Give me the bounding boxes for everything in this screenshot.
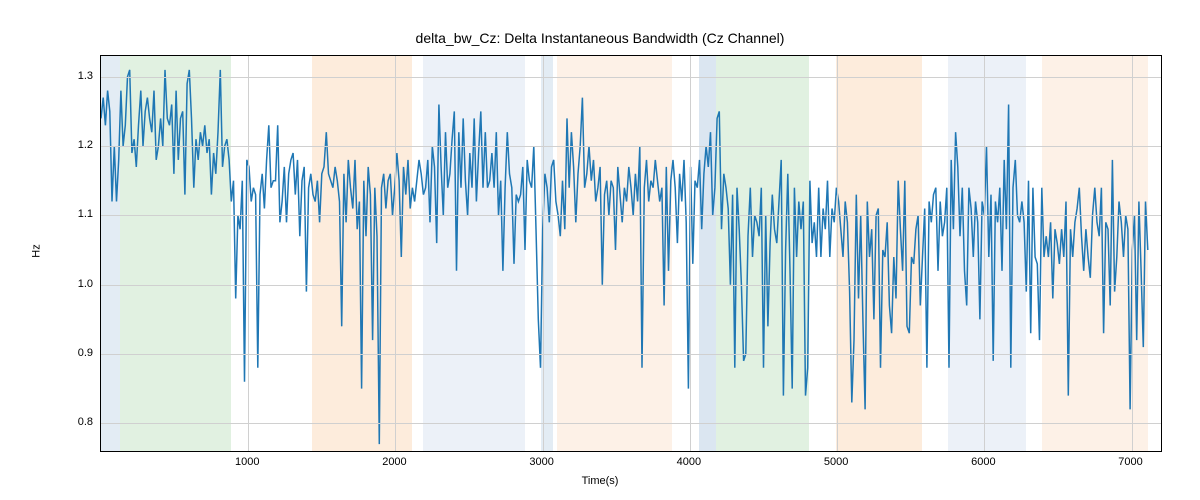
grid-line [101, 146, 1161, 147]
grid-line [984, 56, 985, 451]
grid-line [248, 56, 249, 451]
line-series [101, 56, 1161, 451]
y-tick-label: 0.9 [65, 347, 93, 359]
grid-line [101, 423, 1161, 424]
grid-line [395, 56, 396, 451]
chart-container: delta_bw_Cz: Delta Instantaneous Bandwid… [0, 0, 1200, 500]
data-line [101, 70, 1148, 444]
grid-line [101, 285, 1161, 286]
x-tick-label: 4000 [677, 456, 701, 468]
x-tick-label: 1000 [235, 456, 259, 468]
y-axis-label: Hz [31, 244, 43, 257]
x-tick-label: 6000 [971, 456, 995, 468]
y-tick-label: 1.2 [65, 139, 93, 151]
x-tick-label: 3000 [529, 456, 553, 468]
x-tick-label: 7000 [1118, 456, 1142, 468]
grid-line [543, 56, 544, 451]
y-tick-label: 1.0 [65, 278, 93, 290]
x-tick-label: 5000 [824, 456, 848, 468]
grid-line [101, 77, 1161, 78]
y-tick-label: 1.3 [65, 70, 93, 82]
y-tick-label: 0.8 [65, 416, 93, 428]
grid-line [837, 56, 838, 451]
chart-title: delta_bw_Cz: Delta Instantaneous Bandwid… [0, 30, 1200, 46]
grid-line [1132, 56, 1133, 451]
grid-line [101, 215, 1161, 216]
grid-line [101, 354, 1161, 355]
x-tick-label: 2000 [382, 456, 406, 468]
y-tick-label: 1.1 [65, 208, 93, 220]
x-axis-label: Time(s) [0, 475, 1200, 487]
grid-line [690, 56, 691, 451]
plot-area [100, 55, 1162, 452]
